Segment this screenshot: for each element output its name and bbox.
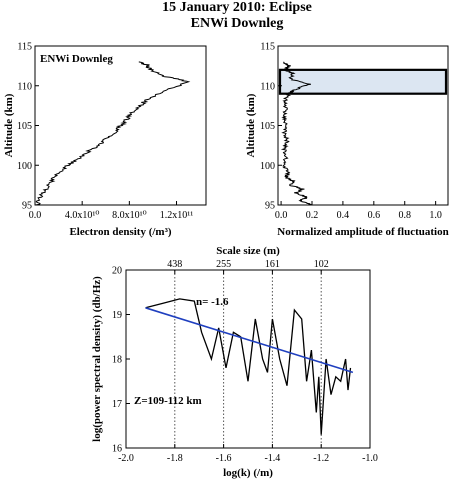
x-tick-label: 0.8 [398, 210, 411, 221]
top-tick-label: 161 [265, 259, 280, 270]
top-tick-label: 438 [167, 259, 182, 270]
spectrum-line [145, 298, 352, 435]
fit-line [145, 307, 354, 374]
x-tick-label: -1.2 [313, 453, 329, 464]
x-tick-label: -1.8 [167, 453, 183, 464]
y-tick-label: 100 [260, 161, 275, 172]
x-tick-label: -1.6 [216, 453, 232, 464]
legend-label: ENWi Downleg [40, 53, 113, 65]
top-tick-label: 102 [314, 259, 329, 270]
slope-annotation: n= -1.6 [196, 296, 229, 308]
x-axis-label: log(k) (/m) [223, 467, 273, 479]
x-tick-label: 1.0 [429, 210, 442, 221]
profile-line [35, 61, 191, 206]
x-tick-label: 0.2 [306, 210, 319, 221]
x-tick-label: -1.4 [264, 453, 280, 464]
figure-title: 15 January 2010: Eclipse [162, 0, 312, 15]
x-tick-label: -1.0 [362, 453, 378, 464]
x-tick-label: 0.4 [337, 210, 350, 221]
y-axis-label: Altitude (km) [245, 93, 257, 157]
top-axis-label: Scale size (m) [216, 245, 280, 257]
y-tick-label: 95 [265, 201, 275, 212]
y-tick-label: 95 [22, 201, 32, 212]
x-tick-label: 0.0 [29, 210, 42, 221]
y-tick-label: 19 [112, 310, 122, 321]
y-tick-label: 105 [17, 121, 32, 132]
y-axis-label: log(power spectral density) (db/Hz) [91, 276, 103, 442]
y-tick-label: 105 [260, 121, 275, 132]
y-tick-label: 16 [112, 444, 122, 455]
top-tick-label: 255 [216, 259, 231, 270]
figure-subtitle: ENWi Downleg [190, 16, 284, 31]
x-tick-label: -2.0 [118, 453, 134, 464]
y-tick-label: 18 [112, 355, 122, 366]
y-tick-label: 20 [112, 266, 122, 277]
y-tick-label: 100 [17, 161, 32, 172]
x-tick-label: 0.0 [275, 210, 288, 221]
x-axis-label: Electron density (/m³) [69, 226, 171, 238]
y-axis-label: Altitude (km) [3, 93, 15, 157]
altitude-range-annotation: Z=109-112 km [134, 395, 202, 407]
y-tick-label: 17 [112, 399, 122, 410]
plot-frame [125, 269, 371, 449]
y-tick-label: 110 [17, 81, 32, 92]
highlight-band [278, 68, 448, 95]
x-tick-label: 0.6 [368, 210, 381, 221]
x-tick-label: 1.2x10¹¹ [160, 210, 194, 221]
y-tick-label: 110 [260, 81, 275, 92]
x-tick-label: 8.0x10¹⁰ [112, 210, 147, 221]
x-tick-label: 4.0x10¹⁰ [65, 210, 100, 221]
y-tick-label: 115 [260, 42, 275, 53]
y-tick-label: 115 [17, 42, 32, 53]
x-axis-label: Normalized amplitude of fluctuation [277, 226, 448, 238]
profile-line [280, 61, 312, 206]
